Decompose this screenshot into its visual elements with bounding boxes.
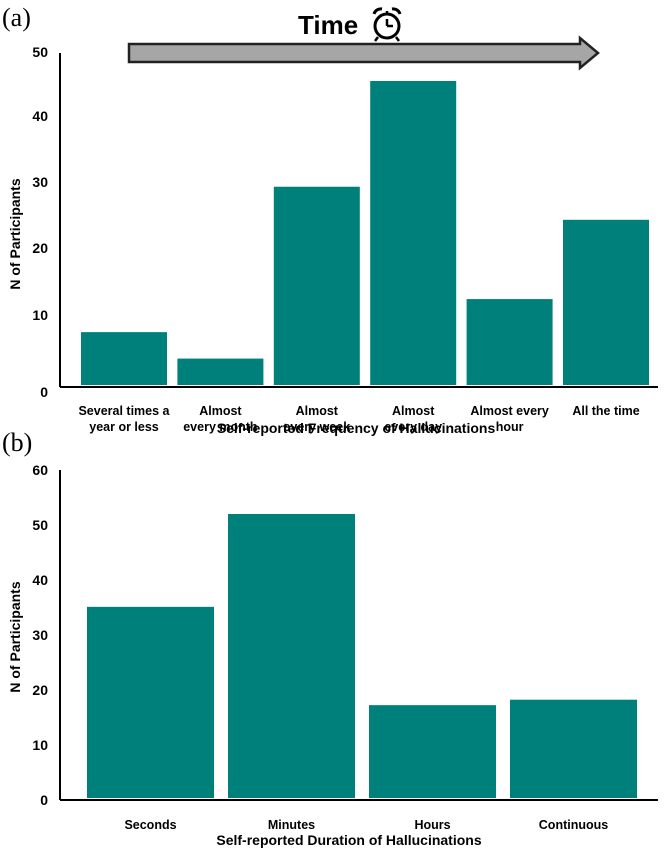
chart-a-bar bbox=[273, 186, 360, 385]
chart-b-xlabel: Self-reported Duration of Hallucinations bbox=[216, 832, 481, 848]
chart-a: N of Participants Self-reported Frequenc… bbox=[7, 44, 658, 436]
chart-a-category-label: Almost every hour bbox=[470, 404, 549, 434]
chart-b: N of Participants Self-reported Duration… bbox=[7, 462, 658, 848]
chart-a-bar bbox=[177, 358, 264, 385]
chart-b-ytick: 30 bbox=[32, 627, 48, 643]
chart-b-bar bbox=[369, 705, 496, 798]
chart-b-ytick: 20 bbox=[32, 682, 48, 698]
chart-a-category-label: Almost every month bbox=[183, 404, 257, 434]
chart-b-category-label: Minutes bbox=[268, 818, 315, 832]
chart-b-category-label: Seconds bbox=[124, 818, 176, 832]
chart-a-ytick: 10 bbox=[32, 307, 48, 323]
chart-a-category-label: Several times a year or less bbox=[78, 404, 170, 434]
chart-a-bar bbox=[563, 219, 649, 385]
chart-b-ytick: 40 bbox=[32, 572, 48, 588]
chart-b-bar bbox=[510, 699, 637, 798]
panel-a-label: (a) bbox=[2, 3, 31, 32]
chart-a-bar bbox=[466, 299, 553, 385]
chart-a-ylabel: N of Participants bbox=[7, 178, 23, 289]
chart-b-ytick: 0 bbox=[40, 792, 48, 808]
time-header: Time bbox=[127, 7, 600, 71]
chart-b-ytick: 60 bbox=[32, 462, 48, 478]
chart-b-ytick: 10 bbox=[32, 737, 48, 753]
chart-b-bar bbox=[87, 606, 214, 798]
chart-a-category-label: All the time bbox=[572, 404, 639, 418]
chart-a-ytick: 50 bbox=[32, 44, 48, 60]
chart-b-category-label: Hours bbox=[414, 818, 450, 832]
chart-a-category-label: Almost every week bbox=[283, 404, 350, 434]
chart-a-bar bbox=[370, 81, 457, 385]
chart-a-ytick: 40 bbox=[32, 108, 48, 124]
chart-a-bar bbox=[81, 332, 167, 385]
alarm-clock-icon bbox=[372, 7, 402, 42]
chart-b-bar bbox=[228, 514, 355, 798]
chart-b-ylabel: N of Participants bbox=[7, 581, 23, 692]
chart-b-ytick: 50 bbox=[32, 517, 48, 533]
chart-a-ytick: 30 bbox=[32, 174, 48, 190]
chart-a-ytick: 20 bbox=[32, 240, 48, 256]
panel-b-label: (b) bbox=[2, 428, 32, 457]
chart-a-xlabel: Self-reported Frequency of Hallucination… bbox=[217, 420, 496, 436]
chart-b-category-label: Continuous bbox=[539, 818, 608, 832]
chart-a-category-label: Almost every day bbox=[384, 404, 442, 434]
time-arrow bbox=[127, 35, 600, 71]
chart-a-ytick: 0 bbox=[40, 384, 48, 400]
time-label: Time bbox=[298, 10, 358, 40]
